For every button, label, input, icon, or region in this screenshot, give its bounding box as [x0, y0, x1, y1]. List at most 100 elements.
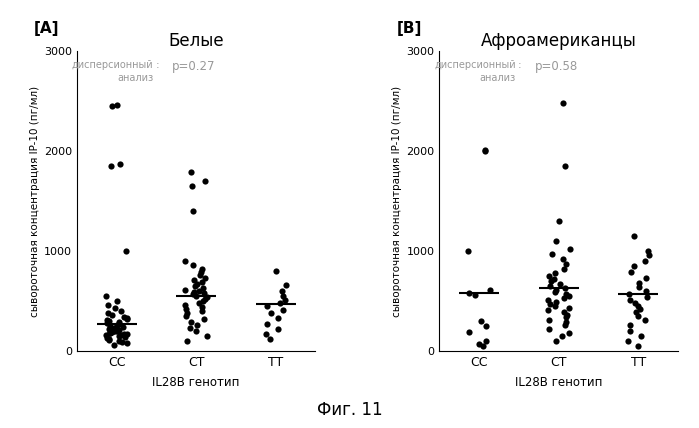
Point	[196, 308, 208, 315]
Point	[564, 305, 575, 312]
Point	[564, 246, 575, 253]
Point	[186, 183, 197, 190]
Point	[477, 342, 489, 349]
Text: p=0.58: p=0.58	[535, 60, 578, 73]
Point	[559, 163, 570, 169]
Point	[635, 333, 647, 339]
Y-axis label: сывороточная концентрация IP-10 (пг/мл): сывороточная концентрация IP-10 (пг/мл)	[392, 86, 403, 317]
Point	[265, 336, 276, 342]
Point	[475, 318, 487, 324]
Point	[624, 321, 635, 328]
Point	[113, 318, 124, 325]
Point	[107, 103, 118, 110]
Point	[480, 148, 491, 155]
Point	[640, 275, 651, 282]
Point	[544, 326, 555, 333]
Point	[558, 256, 569, 262]
Point	[463, 290, 475, 297]
Point	[185, 324, 196, 331]
Point	[102, 309, 113, 316]
Point	[549, 270, 561, 276]
Point	[120, 248, 131, 255]
Point	[115, 308, 127, 315]
Point	[196, 303, 208, 310]
Point	[562, 312, 573, 318]
Point	[197, 285, 208, 291]
Point	[272, 326, 283, 333]
Point	[561, 291, 572, 297]
Point	[633, 284, 644, 291]
Point	[104, 323, 115, 330]
Point	[103, 336, 115, 343]
Point	[560, 314, 571, 321]
Point	[104, 329, 115, 336]
Point	[271, 268, 282, 274]
Point	[190, 327, 201, 334]
Point	[628, 233, 640, 240]
Point	[479, 147, 490, 154]
Text: p=0.27: p=0.27	[173, 60, 216, 73]
Point	[273, 315, 284, 321]
Point	[481, 338, 492, 345]
Point	[111, 297, 122, 304]
Point	[194, 288, 205, 294]
Point	[200, 275, 211, 282]
Point	[201, 333, 212, 339]
Point	[101, 320, 112, 327]
Title: Афроамериканцы: Афроамериканцы	[481, 32, 637, 50]
Point	[624, 327, 635, 334]
Text: [A]: [A]	[34, 21, 59, 36]
Point	[191, 292, 202, 299]
Point	[635, 306, 646, 312]
Point	[550, 287, 561, 294]
Point	[194, 272, 205, 279]
Point	[113, 327, 124, 333]
Point	[277, 306, 288, 313]
Point	[108, 342, 120, 348]
Point	[103, 326, 114, 333]
Point	[104, 330, 115, 336]
Point	[122, 315, 133, 321]
Point	[563, 293, 575, 300]
Point	[463, 329, 475, 336]
Point	[182, 309, 193, 316]
Point	[469, 291, 480, 298]
Point	[189, 282, 200, 289]
Text: [B]: [B]	[396, 21, 422, 36]
Point	[542, 297, 554, 303]
Text: :: :	[156, 60, 162, 70]
Point	[628, 263, 640, 270]
Point	[121, 339, 132, 346]
Point	[544, 282, 555, 289]
Point	[640, 288, 651, 294]
Point	[116, 339, 127, 345]
Point	[561, 318, 572, 325]
Point	[634, 279, 645, 286]
Point	[550, 338, 561, 345]
Point	[112, 102, 123, 109]
Point	[556, 333, 568, 339]
Point	[543, 273, 554, 279]
Point	[107, 329, 118, 336]
Point	[559, 294, 570, 301]
Point	[277, 288, 288, 294]
Point	[480, 323, 491, 330]
Point	[554, 281, 565, 288]
Point	[278, 293, 289, 300]
Point	[633, 312, 644, 319]
Text: дисперсионный
анализ: дисперсионный анализ	[71, 60, 153, 83]
Point	[625, 269, 636, 276]
Point	[199, 290, 210, 297]
Point	[113, 321, 124, 327]
Y-axis label: сывороточная концентрация IP-10 (пг/мл): сывороточная концентрация IP-10 (пг/мл)	[30, 86, 40, 317]
Point	[110, 324, 121, 331]
Point	[192, 281, 203, 288]
Point	[122, 331, 133, 338]
Point	[642, 294, 653, 300]
Point	[118, 330, 129, 337]
Point	[544, 300, 555, 307]
Point	[101, 332, 112, 339]
Point	[180, 258, 191, 265]
Point	[543, 317, 554, 324]
Point	[192, 321, 203, 328]
